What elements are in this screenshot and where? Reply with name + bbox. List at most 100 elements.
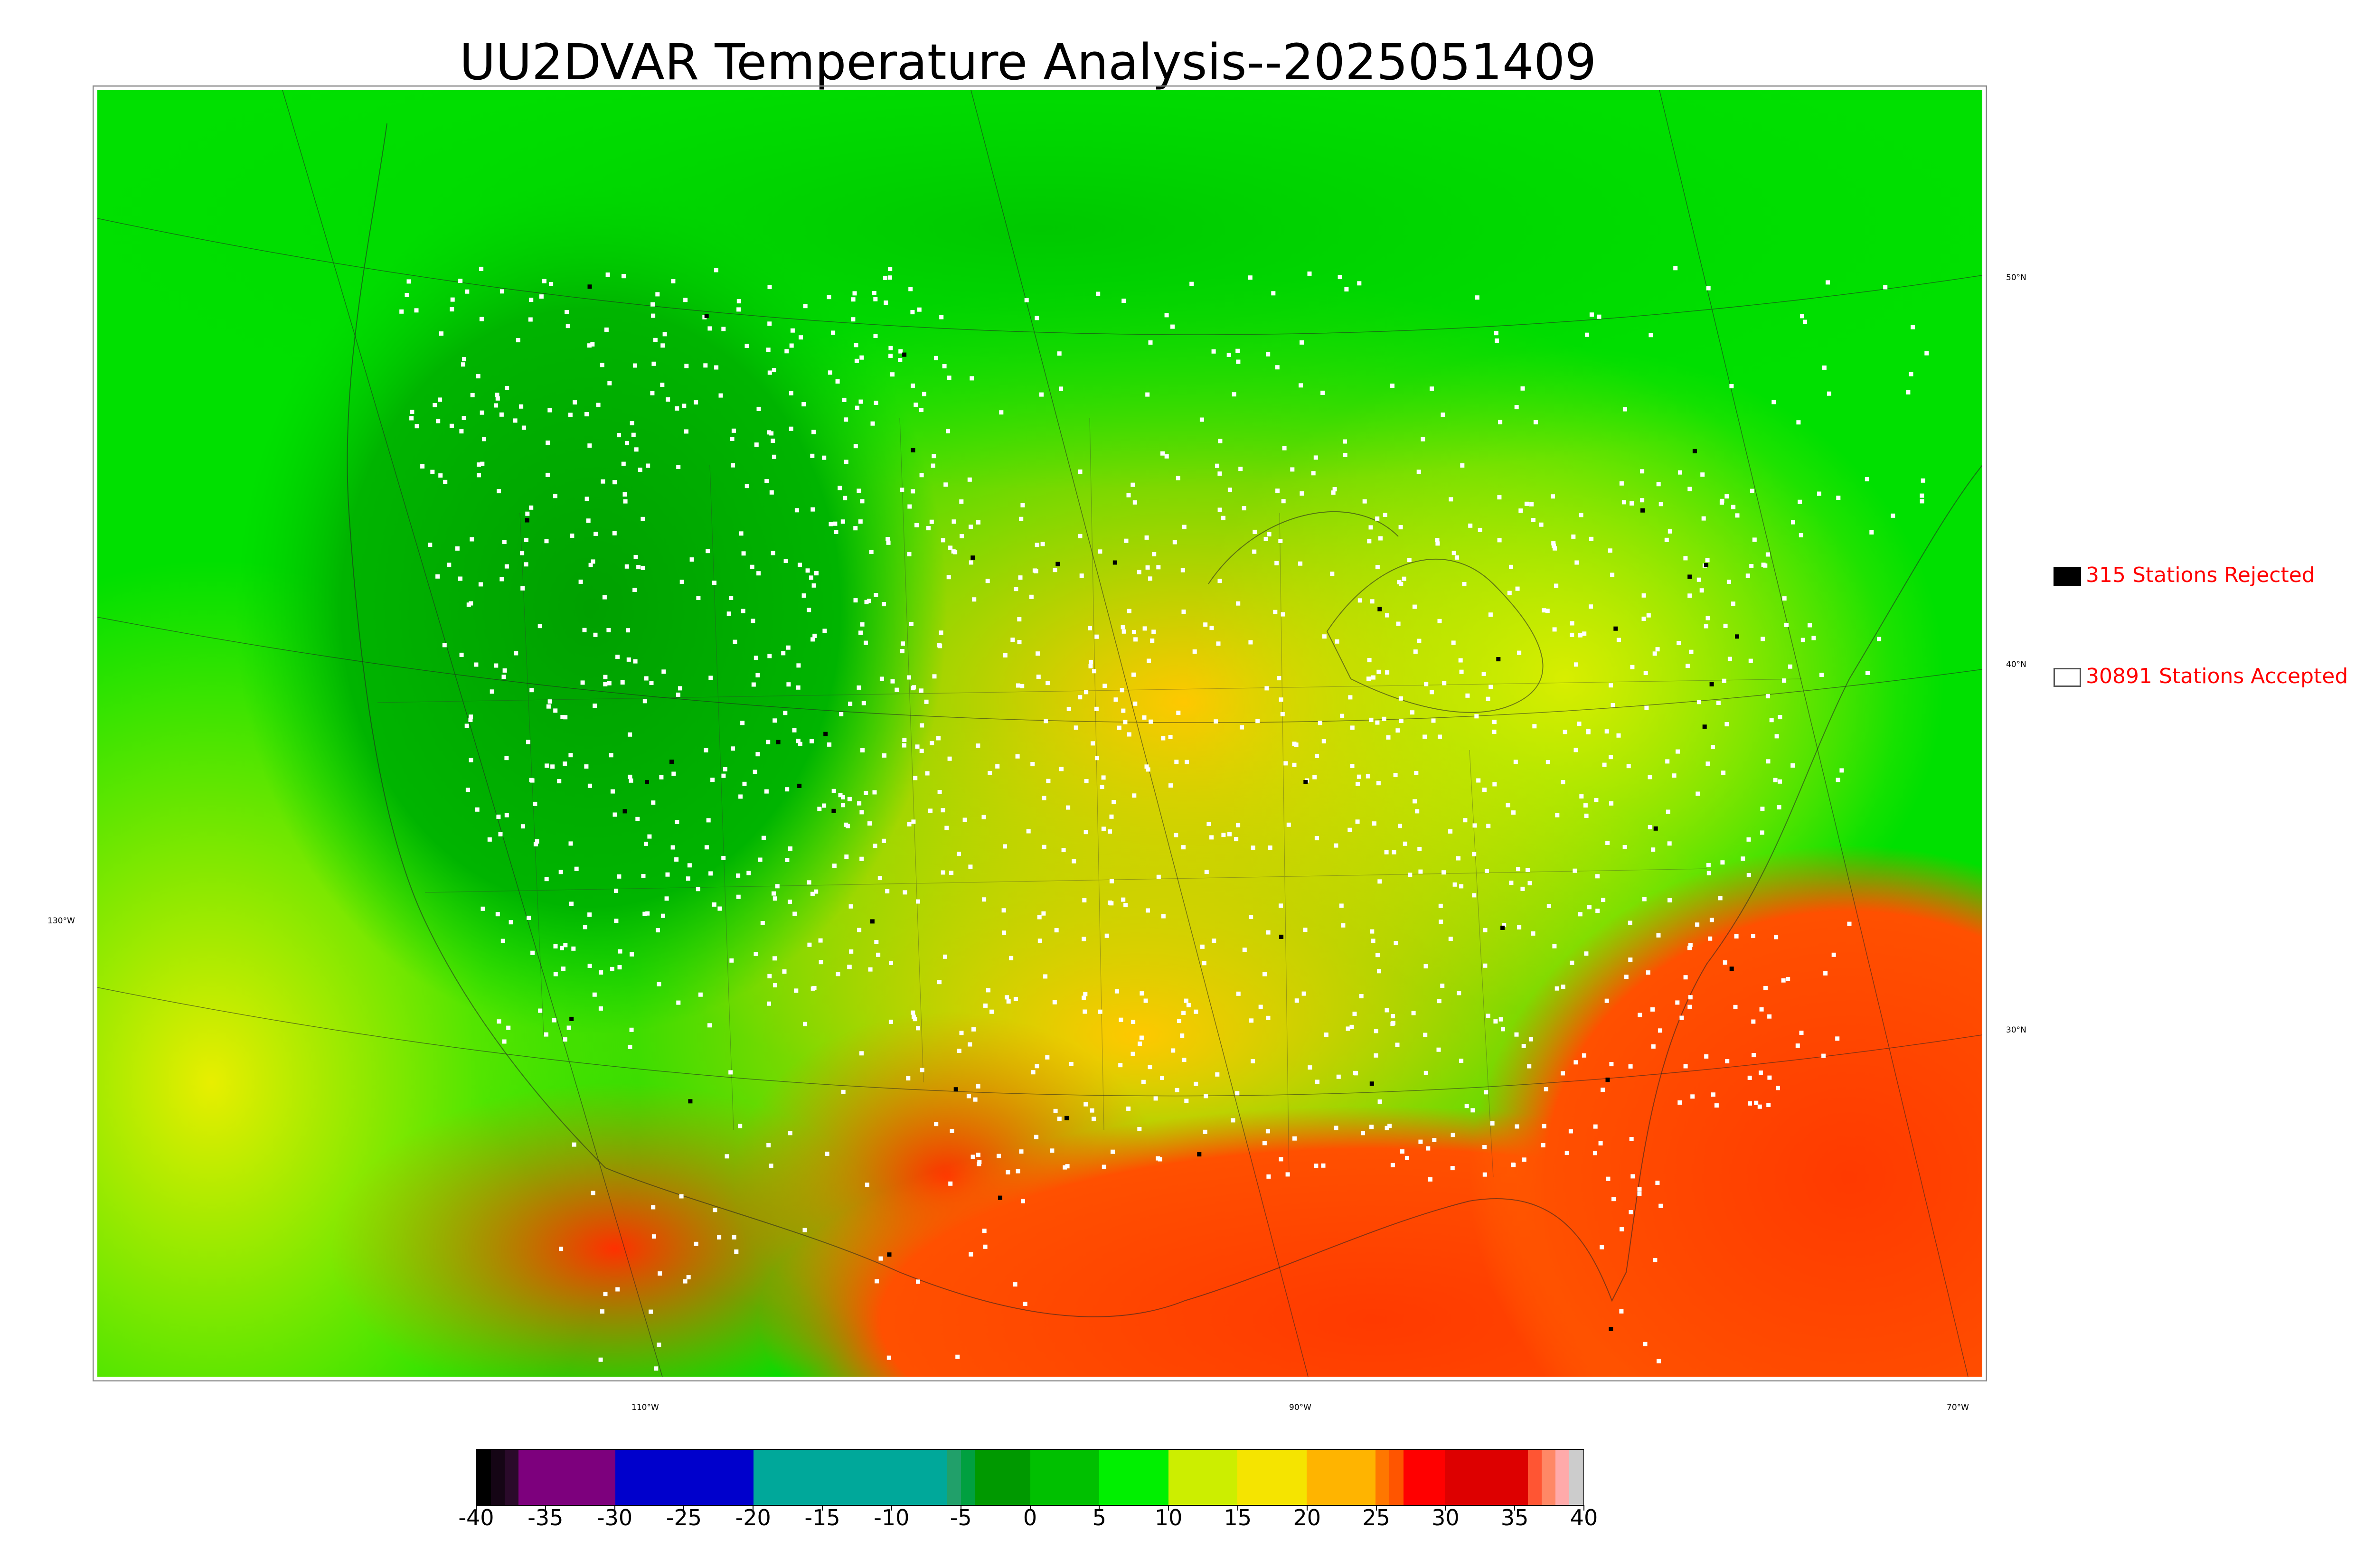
accepted-station-marker [1449, 497, 1453, 502]
accepted-station-marker [714, 365, 719, 370]
accepted-station-marker [900, 488, 904, 492]
accepted-station-marker [1891, 513, 1895, 518]
accepted-station-marker [976, 1084, 980, 1089]
accepted-station-marker [1748, 1101, 1752, 1106]
accepted-station-marker [1688, 943, 1693, 948]
accepted-station-marker [1181, 1011, 1186, 1015]
accepted-station-marker [1274, 561, 1279, 565]
accepted-station-marker [1877, 637, 1882, 641]
colorbar-tick-label: -10 [874, 1505, 910, 1530]
accepted-station-marker [1462, 582, 1467, 586]
accepted-station-marker [969, 1252, 973, 1257]
colorbar-segment [754, 1450, 948, 1505]
accepted-station-marker [633, 554, 638, 559]
accepted-station-marker [1278, 539, 1283, 543]
accepted-station-marker [1121, 629, 1126, 634]
accepted-station-marker [674, 857, 679, 862]
accepted-station-marker [1402, 576, 1406, 581]
accepted-station-marker [529, 298, 534, 302]
accepted-station-marker [767, 974, 772, 978]
accepted-station-marker [587, 443, 592, 448]
accepted-station-marker [1273, 610, 1278, 614]
accepted-station-marker [1127, 609, 1131, 613]
accepted-station-marker [1458, 658, 1463, 663]
accepted-station-marker [1551, 541, 1556, 546]
accepted-station-marker [583, 925, 587, 930]
accepted-station-marker [1307, 271, 1312, 276]
accepted-station-marker [828, 370, 832, 375]
accepted-station-marker [1435, 541, 1440, 546]
accepted-station-marker [638, 468, 642, 472]
accepted-station-marker [1321, 1163, 1326, 1168]
accepted-station-marker [676, 465, 681, 469]
accepted-station-marker [1568, 1129, 1573, 1134]
accepted-station-marker [1034, 569, 1038, 573]
accepted-station-marker [566, 1025, 571, 1030]
accepted-station-marker [435, 574, 440, 579]
accepted-station-marker [1729, 384, 1734, 388]
accepted-station-marker [513, 418, 518, 423]
accepted-station-marker [732, 1235, 736, 1239]
accepted-station-marker [725, 1154, 729, 1159]
rejected-station-marker [1369, 1081, 1374, 1086]
accepted-station-marker [679, 580, 684, 584]
accepted-station-marker [696, 596, 701, 601]
accepted-station-marker [1211, 349, 1216, 354]
accepted-station-marker [794, 988, 799, 993]
accepted-station-marker [1262, 1141, 1267, 1145]
accepted-station-marker [713, 1208, 717, 1212]
accepted-station-marker [1092, 669, 1096, 674]
accepted-station-marker [1318, 721, 1322, 725]
accepted-station-marker [1030, 762, 1035, 767]
colorbar-segment [1389, 1450, 1404, 1505]
accepted-station-marker [1821, 1053, 1826, 1058]
accepted-station-marker [1059, 386, 1064, 391]
rejected-station-marker [1735, 634, 1739, 639]
accepted-station-marker [1018, 575, 1023, 580]
accepted-station-marker [1622, 407, 1627, 412]
accepted-station-marker [651, 313, 656, 318]
accepted-station-marker [1236, 601, 1241, 606]
accepted-station-marker [900, 649, 904, 654]
accepted-station-marker [1415, 809, 1420, 814]
accepted-station-marker [1563, 730, 1567, 734]
accepted-station-marker [736, 299, 741, 304]
map-frame [93, 85, 1987, 1381]
accepted-station-marker [1200, 944, 1205, 949]
accepted-station-marker [855, 405, 859, 410]
accepted-station-marker [1377, 969, 1381, 974]
legend-accepted-swatch [2054, 668, 2081, 687]
accepted-station-marker [912, 1014, 916, 1019]
accepted-station-marker [468, 717, 473, 722]
colorbar-segment [1237, 1450, 1307, 1505]
accepted-station-marker [772, 891, 776, 896]
accepted-station-marker [810, 507, 815, 512]
accepted-station-marker [982, 897, 987, 902]
accepted-station-marker [1561, 1071, 1565, 1076]
accepted-station-marker [1275, 365, 1280, 370]
accepted-station-marker [1350, 764, 1355, 769]
accepted-station-marker [545, 763, 549, 768]
accepted-station-marker [629, 778, 633, 783]
accepted-station-marker [767, 285, 772, 290]
accepted-station-marker [1185, 760, 1189, 764]
accepted-station-marker [1367, 539, 1372, 544]
rejected-station-marker [776, 740, 781, 744]
accepted-station-marker [985, 579, 990, 583]
state-borders [377, 417, 1802, 1178]
accepted-station-marker [807, 942, 812, 947]
accepted-station-marker [1430, 386, 1434, 391]
accepted-station-marker [1156, 565, 1161, 570]
accepted-station-marker [1160, 1076, 1164, 1080]
accepted-station-marker [1582, 1053, 1586, 1058]
accepted-station-marker [1334, 843, 1338, 848]
accepted-station-marker [1555, 813, 1560, 817]
accepted-station-marker [1482, 788, 1487, 792]
accepted-station-marker [1131, 672, 1136, 677]
colorbar-segment [1444, 1450, 1528, 1505]
accepted-station-marker [694, 1241, 698, 1246]
accepted-station-marker [617, 433, 622, 438]
accepted-station-marker [563, 761, 567, 766]
accepted-station-marker [969, 525, 973, 529]
graticule-label-30n: 30°N [2006, 1025, 2026, 1035]
